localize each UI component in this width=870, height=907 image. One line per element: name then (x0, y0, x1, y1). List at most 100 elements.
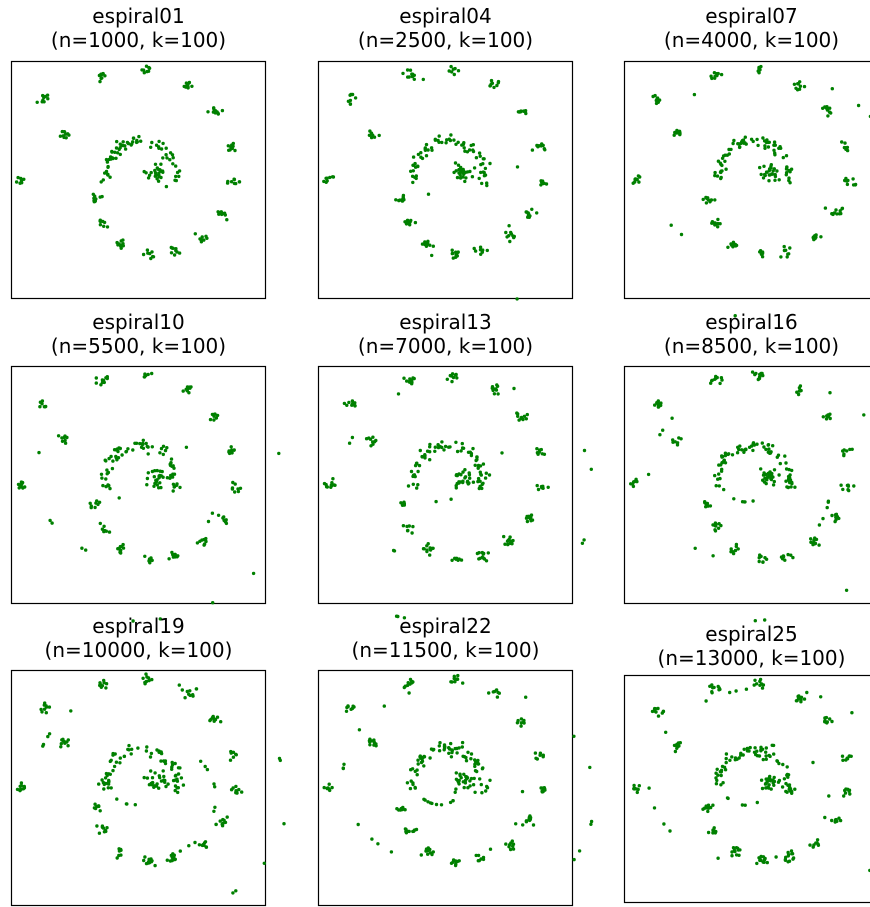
data-point (103, 776, 108, 780)
data-point (476, 476, 481, 481)
data-point (112, 764, 117, 769)
data-point (106, 786, 111, 790)
data-point (841, 758, 845, 762)
data-point (117, 496, 121, 500)
data-point (760, 786, 765, 791)
data-point (721, 454, 725, 459)
data-point (713, 173, 717, 178)
data-point (426, 846, 430, 850)
data-point (411, 473, 416, 477)
data-point (646, 472, 651, 477)
data-point (182, 84, 186, 89)
data-point (428, 756, 432, 760)
data-point (421, 547, 426, 551)
data-point (730, 453, 735, 457)
data-point (44, 705, 49, 709)
data-point (437, 744, 441, 748)
data-point (826, 500, 830, 504)
data-point (436, 443, 440, 447)
data-point (411, 155, 416, 159)
data-point (764, 786, 768, 790)
data-point (172, 466, 176, 470)
data-point (66, 744, 70, 748)
data-point (368, 740, 372, 744)
data-point (716, 773, 720, 777)
data-point (702, 806, 707, 810)
data-point (145, 675, 149, 679)
data-point (155, 483, 159, 487)
data-point (62, 135, 66, 140)
data-point (789, 553, 793, 557)
data-point (482, 170, 486, 175)
plot-frame (623, 365, 870, 605)
data-point (767, 471, 771, 475)
data-point (99, 472, 104, 476)
data-point (131, 448, 135, 452)
data-point (133, 803, 137, 807)
data-point (92, 199, 96, 203)
data-point (419, 151, 423, 155)
data-point (535, 211, 539, 215)
data-point (537, 450, 541, 454)
data-point (703, 501, 707, 505)
data-point (751, 448, 755, 453)
data-point (654, 710, 658, 714)
data-point (509, 232, 514, 236)
scatter-plot-area (317, 365, 593, 620)
data-point (524, 819, 529, 823)
data-point (145, 745, 149, 749)
data-point (671, 438, 675, 442)
data-point (729, 547, 733, 551)
data-point (476, 762, 480, 766)
data-point (221, 516, 225, 520)
data-point (662, 822, 666, 826)
data-point (474, 156, 479, 160)
data-point (408, 677, 413, 682)
data-point (492, 689, 497, 694)
data-point (454, 142, 458, 146)
data-point (154, 173, 158, 177)
data-point (709, 198, 714, 202)
data-point (521, 823, 525, 827)
data-point (159, 147, 164, 151)
data-point (477, 557, 481, 561)
data-point (184, 445, 189, 449)
data-point (325, 485, 329, 489)
data-point (711, 554, 715, 558)
data-point (455, 376, 459, 380)
data-point (798, 84, 803, 88)
data-point (410, 74, 415, 79)
data-point (105, 826, 109, 830)
data-point (846, 178, 850, 183)
data-point (416, 483, 420, 487)
data-point (716, 856, 720, 860)
data-point (94, 381, 99, 385)
data-point (852, 484, 856, 488)
data-point (212, 418, 216, 422)
data-point (763, 618, 767, 622)
data-point (374, 438, 378, 443)
data-point (454, 677, 458, 681)
data-point (672, 743, 677, 748)
data-point (447, 746, 451, 750)
data-point (407, 691, 411, 695)
data-point (187, 385, 192, 389)
data-point (251, 571, 256, 576)
data-point (449, 374, 454, 378)
data-point (718, 170, 723, 174)
data-point (766, 145, 771, 149)
data-point (522, 721, 526, 725)
data-point (143, 855, 147, 859)
data-point (789, 167, 794, 171)
data-point (126, 747, 130, 752)
data-point (232, 177, 237, 182)
data-point (817, 543, 821, 547)
data-point (678, 132, 682, 137)
data-point (428, 450, 432, 454)
data-point (845, 757, 850, 761)
data-point (204, 536, 208, 541)
data-point (480, 181, 484, 186)
data-point (722, 765, 727, 769)
data-point (410, 531, 414, 535)
data-point (455, 751, 459, 755)
